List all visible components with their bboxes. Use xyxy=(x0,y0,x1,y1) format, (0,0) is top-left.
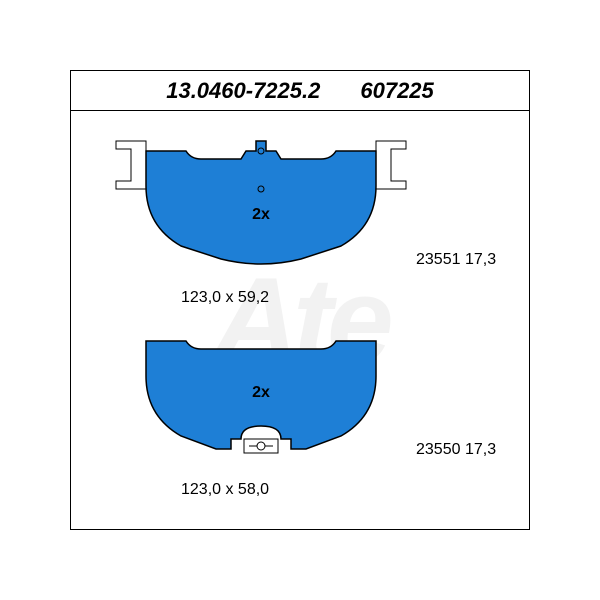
pad-bottom-ref: 23550 17,3 xyxy=(416,441,496,459)
brake-pad-bottom: 2x xyxy=(111,321,411,481)
brake-pad-top: 2x xyxy=(111,131,411,281)
part-number-primary: 13.0460-7225.2 xyxy=(166,78,320,104)
outer-frame: 13.0460-7225.2 607225 Ate 2x 123,0 x 59,… xyxy=(70,70,530,530)
diagram-canvas: 13.0460-7225.2 607225 Ate 2x 123,0 x 59,… xyxy=(70,70,530,530)
pad-bottom-dimensions: 123,0 x 58,0 xyxy=(181,481,269,499)
part-number-short: 607225 xyxy=(360,78,433,104)
diagram-area: Ate 2x 123,0 x 59,2 23551 17,3 xyxy=(71,111,529,529)
pad-top-dimensions: 123,0 x 59,2 xyxy=(181,289,269,307)
pad-top-qty: 2x xyxy=(252,206,270,223)
header-bar: 13.0460-7225.2 607225 xyxy=(71,71,529,111)
pad-top-ref: 23551 17,3 xyxy=(416,251,496,269)
pad-bottom-qty: 2x xyxy=(252,384,270,401)
pad-top-body xyxy=(146,141,376,264)
